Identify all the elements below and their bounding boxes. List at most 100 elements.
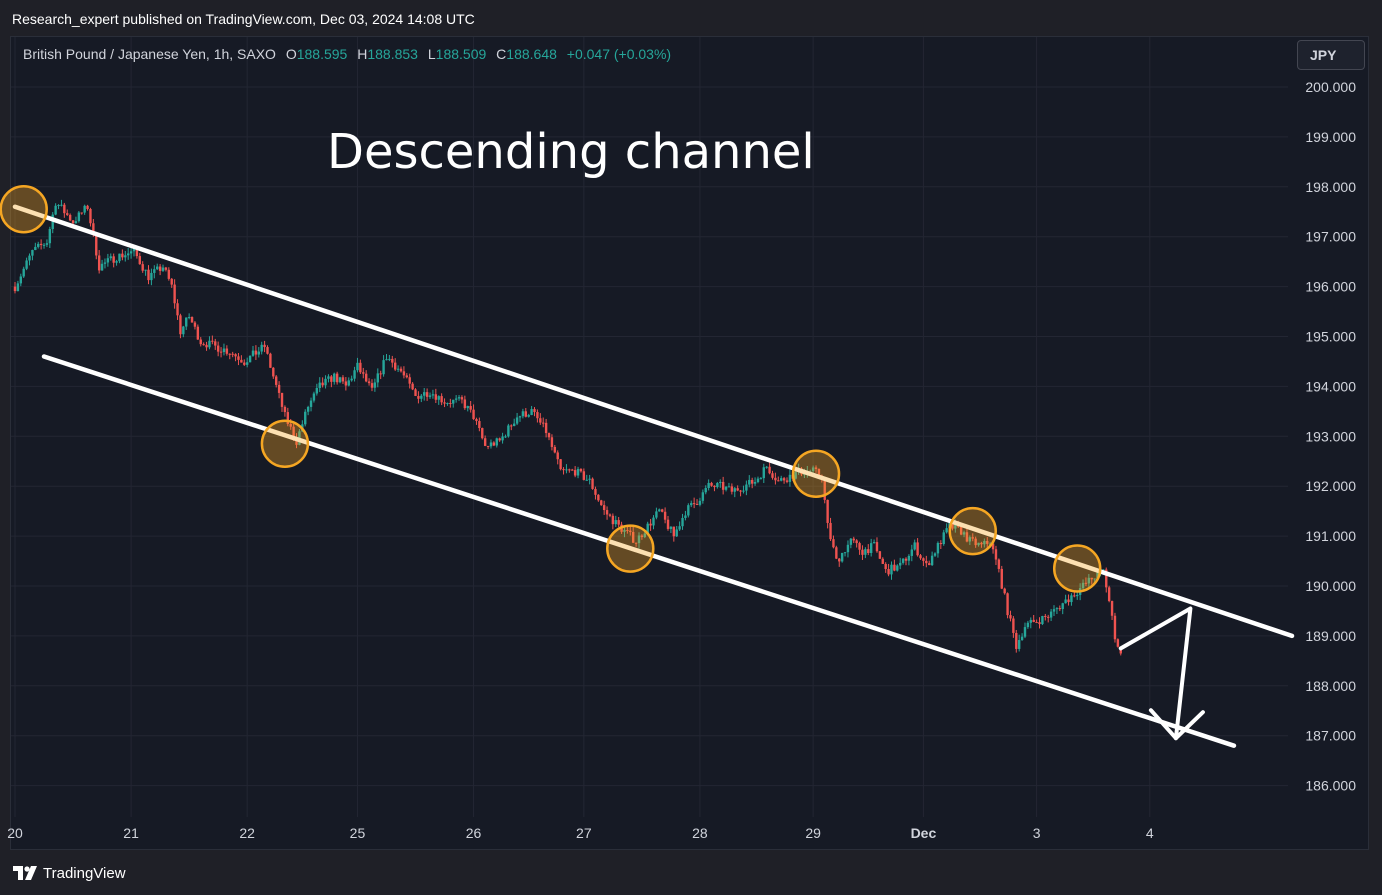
candle-body [1009,615,1012,619]
candle-body [986,540,989,544]
candle-body [391,358,394,363]
publisher-header: Research_expert published on TradingView… [0,0,1382,36]
candle-body [214,341,217,346]
candle-body [878,551,882,559]
candle-body [794,472,797,479]
candle-body [498,438,501,441]
price-axis[interactable]: 200.000 199.000 198.000 197.000 196.000 195.0… [1305,79,1356,794]
candle-body [600,500,603,506]
candle-body [156,266,159,270]
price-tick-label: 199.000 [1305,129,1356,145]
candle-body [614,520,617,525]
candle-body [832,539,835,548]
candle-body [240,359,243,363]
candle-body [423,392,426,396]
candle-body [945,528,948,533]
candle-body [951,522,954,529]
close-label: C [496,46,507,62]
candle-body [440,396,443,403]
candle-body [80,212,83,214]
candle-body [237,356,240,360]
grid [11,37,1288,817]
candle-body [228,353,231,355]
candle-body [788,474,792,482]
candle-body [446,403,449,405]
tradingview-logo-icon[interactable] [13,865,39,881]
candle-body [942,532,945,545]
time-tick-label: Dec [911,825,937,841]
candle-body [782,478,786,481]
candle-body [118,253,121,262]
candle-body [153,269,156,273]
candle-body [245,362,249,365]
candle-body [515,417,519,424]
candle-body [356,362,359,371]
candle-body [402,371,406,376]
candle-body [63,204,66,214]
candle-body [562,469,565,471]
candle-body [611,515,615,525]
candle-body [71,220,75,224]
candle-body [835,547,838,559]
price-tick-label: 186.000 [1305,778,1356,794]
candle-body [1047,616,1050,618]
candle-body [452,399,455,404]
candle-body [881,558,884,564]
candle-body [1012,618,1015,633]
candle-body [983,540,986,545]
price-tick-label: 193.000 [1305,428,1356,444]
candle-body [333,373,336,382]
candle-body [176,303,179,316]
tradingview-brand[interactable]: TradingView [43,865,126,882]
candle-body [396,368,400,370]
candle-body [425,392,429,397]
candle-body [608,514,612,516]
candle-body [913,542,916,550]
time-tick-label: 3 [1033,825,1041,841]
time-axis[interactable]: 20 21 22 25 26 27 28 29 Dec 3 4 [7,825,1154,841]
candle-body [335,373,339,383]
candle-body [283,406,287,413]
candle-body [399,368,403,372]
candle-body [428,395,432,397]
candle-body [481,428,484,439]
candle-body [809,471,812,473]
candle-body [22,268,25,277]
candle-body [106,258,110,263]
candle-body [512,423,516,427]
candle-body [318,382,321,389]
candle-body [167,269,171,279]
candle-body [666,519,670,529]
candle-body [823,479,826,500]
currency-button[interactable]: JPY [1297,40,1365,70]
candle-body [362,372,365,374]
candle-body [852,538,855,541]
candle-body [251,350,255,356]
candle-body [504,436,507,438]
candle-body [936,543,940,554]
candle-body [536,412,539,419]
candle-body [289,423,292,427]
channel [12,204,1295,748]
candle-body [692,503,696,505]
candle-body [66,213,69,215]
candle-body [774,477,777,481]
candle-body [716,483,719,488]
candle-body [530,409,533,416]
low-value: 188.509 [435,46,487,62]
candle-body [896,565,899,571]
candle-body [518,416,522,418]
candle-body [31,250,34,256]
candle-body [626,529,629,531]
candle-body [83,205,86,213]
candle-body [719,481,722,484]
candle-body [216,345,220,352]
candle-body [39,243,43,245]
candle-body [95,233,98,256]
candle-body [649,523,652,526]
candle-body [263,344,266,348]
candle-body [864,549,867,555]
candle-body [687,505,690,516]
candle-body [977,542,980,546]
